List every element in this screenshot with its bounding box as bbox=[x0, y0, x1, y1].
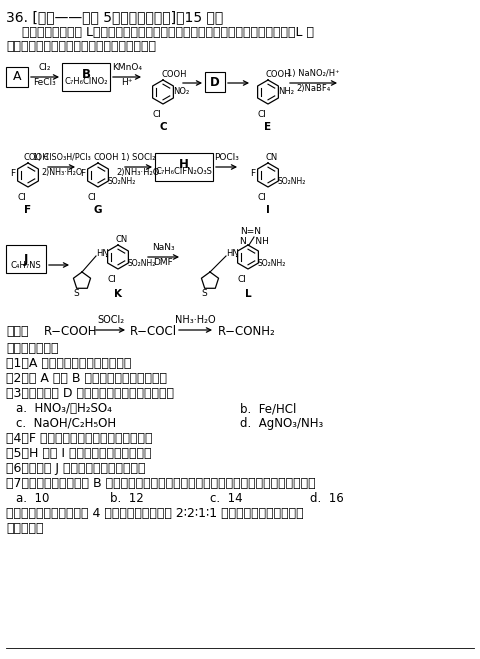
Text: C: C bbox=[159, 122, 167, 132]
Text: （5）H 生成 I 的反应类型为＿＿＿＿。: （5）H 生成 I 的反应类型为＿＿＿＿。 bbox=[6, 447, 152, 460]
Text: Cl: Cl bbox=[258, 193, 266, 202]
Text: Cl: Cl bbox=[238, 275, 246, 284]
Text: C₇H₆ClNO₂: C₇H₆ClNO₂ bbox=[64, 78, 108, 86]
Text: NaN₃: NaN₃ bbox=[152, 243, 175, 252]
Text: F: F bbox=[250, 169, 255, 178]
Text: （7）具有相同官能团的 B 的芳香同分异构体还有＿＿＿种（不考虑立体异构，填标号）。: （7）具有相同官能团的 B 的芳香同分异构体还有＿＿＿种（不考虑立体异构，填标号… bbox=[6, 477, 316, 490]
Text: a.  HNO₃/浓H₂SO₄: a. HNO₃/浓H₂SO₄ bbox=[16, 402, 112, 415]
Text: 1) SOCl₂: 1) SOCl₂ bbox=[121, 153, 156, 162]
Text: 一种合成路线如下（部分试剂和条件略去）。: 一种合成路线如下（部分试剂和条件略去）。 bbox=[6, 40, 156, 53]
Text: J: J bbox=[24, 253, 28, 266]
Text: DMF: DMF bbox=[154, 258, 173, 267]
Text: Cl: Cl bbox=[108, 275, 117, 284]
Text: COOH: COOH bbox=[161, 70, 187, 79]
Text: HN: HN bbox=[96, 249, 109, 258]
Text: E: E bbox=[264, 122, 272, 132]
Text: SO₂NH₂: SO₂NH₂ bbox=[108, 177, 136, 186]
Text: FeCl₃: FeCl₃ bbox=[34, 78, 56, 87]
Text: F: F bbox=[10, 169, 15, 178]
Text: 已知：: 已知： bbox=[6, 325, 28, 338]
Text: 回答下列问题：: 回答下列问题： bbox=[6, 342, 59, 355]
Text: G: G bbox=[94, 205, 102, 215]
Text: 2)NH₃·H₂O: 2)NH₃·H₂O bbox=[41, 168, 82, 177]
Text: A: A bbox=[13, 71, 21, 84]
Text: Cl: Cl bbox=[18, 193, 26, 202]
Text: POCl₃: POCl₃ bbox=[214, 153, 239, 162]
Text: b.  Fe/HCl: b. Fe/HCl bbox=[240, 402, 296, 415]
Text: CN: CN bbox=[116, 235, 128, 244]
Text: N=N: N=N bbox=[240, 227, 261, 236]
Bar bbox=[6, 245, 46, 273]
Text: d.  16: d. 16 bbox=[310, 492, 344, 505]
Text: SOCl₂: SOCl₂ bbox=[97, 315, 124, 325]
Text: Cl: Cl bbox=[87, 193, 96, 202]
Text: NH₂: NH₂ bbox=[278, 87, 294, 96]
Text: K: K bbox=[114, 289, 122, 299]
Text: HN: HN bbox=[226, 249, 239, 258]
Text: CN: CN bbox=[266, 153, 278, 162]
Text: 2)NH₃·H₂O: 2)NH₃·H₂O bbox=[117, 168, 160, 177]
Text: d.  AgNO₃/NH₃: d. AgNO₃/NH₃ bbox=[240, 417, 323, 430]
Text: c.  NaOH/C₂H₅OH: c. NaOH/C₂H₅OH bbox=[16, 417, 116, 430]
Text: D: D bbox=[210, 76, 220, 88]
Bar bbox=[62, 63, 110, 91]
Text: Cl: Cl bbox=[153, 110, 161, 119]
Text: Cl: Cl bbox=[258, 110, 266, 119]
Text: COOH: COOH bbox=[94, 153, 120, 162]
Text: ＿＿＿＿。: ＿＿＿＿。 bbox=[6, 522, 44, 535]
Bar bbox=[155, 153, 213, 181]
Text: B: B bbox=[82, 67, 91, 80]
Text: （3）反应条件 D 应选择＿＿＿＿（填标号）。: （3）反应条件 D 应选择＿＿＿＿（填标号）。 bbox=[6, 387, 174, 400]
Text: COOH: COOH bbox=[24, 153, 49, 162]
Text: 1) NaNO₂/H⁺: 1) NaNO₂/H⁺ bbox=[287, 69, 340, 78]
Text: SO₂NH₂: SO₂NH₂ bbox=[128, 259, 156, 268]
Text: KMnO₄: KMnO₄ bbox=[112, 63, 142, 72]
Text: C₇H₆ClFN₂O₃S: C₇H₆ClFN₂O₃S bbox=[156, 167, 213, 177]
Text: c.  14: c. 14 bbox=[210, 492, 242, 505]
Text: 其中，核磁共振氢谱显示 4 组峰，且峰面积比为 2∶2∶1∶1 的同分异构体结构简式为: 其中，核磁共振氢谱显示 4 组峰，且峰面积比为 2∶2∶1∶1 的同分异构体结构… bbox=[6, 507, 304, 520]
Text: SO₂NH₂: SO₂NH₂ bbox=[278, 177, 306, 186]
Text: L: L bbox=[245, 289, 252, 299]
Text: C₄H₇NS: C₄H₇NS bbox=[11, 261, 41, 270]
Text: F: F bbox=[24, 205, 32, 215]
Text: H: H bbox=[179, 158, 189, 171]
Text: I: I bbox=[266, 205, 270, 215]
Text: N   NH: N NH bbox=[240, 237, 269, 246]
Text: COOH: COOH bbox=[266, 70, 291, 79]
Text: 2)NaBF₄: 2)NaBF₄ bbox=[296, 84, 331, 93]
Text: NO₂: NO₂ bbox=[173, 87, 189, 96]
Text: F: F bbox=[80, 169, 85, 178]
Bar bbox=[205, 72, 225, 92]
Text: Cl₂: Cl₂ bbox=[39, 63, 51, 72]
Text: b.  12: b. 12 bbox=[110, 492, 144, 505]
Text: S: S bbox=[201, 289, 207, 298]
Text: R−COOH: R−COOH bbox=[44, 325, 97, 338]
Text: R−COCl: R−COCl bbox=[130, 325, 177, 338]
Text: S: S bbox=[73, 289, 79, 298]
Text: R−CONH₂: R−CONH₂ bbox=[218, 325, 276, 338]
Text: SO₂NH₂: SO₂NH₂ bbox=[258, 259, 287, 268]
Text: 1) ClSO₃H/PCl₃: 1) ClSO₃H/PCl₃ bbox=[33, 153, 90, 162]
Text: （6）化合物 J 的结构简式为＿＿＿＿。: （6）化合物 J 的结构简式为＿＿＿＿。 bbox=[6, 462, 145, 475]
Text: （1）A 的化学名称是＿＿＿＿＿。: （1）A 的化学名称是＿＿＿＿＿。 bbox=[6, 357, 132, 370]
Bar bbox=[6, 67, 28, 87]
Text: 36. [化学——选修 5：有机化学基础]（15 分）: 36. [化学——选修 5：有机化学基础]（15 分） bbox=[6, 10, 223, 24]
Text: H⁺: H⁺ bbox=[121, 78, 133, 87]
Text: a.  10: a. 10 bbox=[16, 492, 49, 505]
Text: （2）由 A 生成 B 的化学方程式为＿＿＿。: （2）由 A 生成 B 的化学方程式为＿＿＿。 bbox=[6, 372, 167, 385]
Text: NH₃·H₂O: NH₃·H₂O bbox=[175, 315, 216, 325]
Text: 阿佐塞米（化合物 L）是一种可用于治疗心脏、肝脏和肾脏病引起的水肿的药物。L 的: 阿佐塞米（化合物 L）是一种可用于治疗心脏、肝脏和肾脏病引起的水肿的药物。L 的 bbox=[6, 26, 314, 39]
Text: （4）F 中含氧官能团的名称是＿＿＿＿。: （4）F 中含氧官能团的名称是＿＿＿＿。 bbox=[6, 432, 153, 445]
